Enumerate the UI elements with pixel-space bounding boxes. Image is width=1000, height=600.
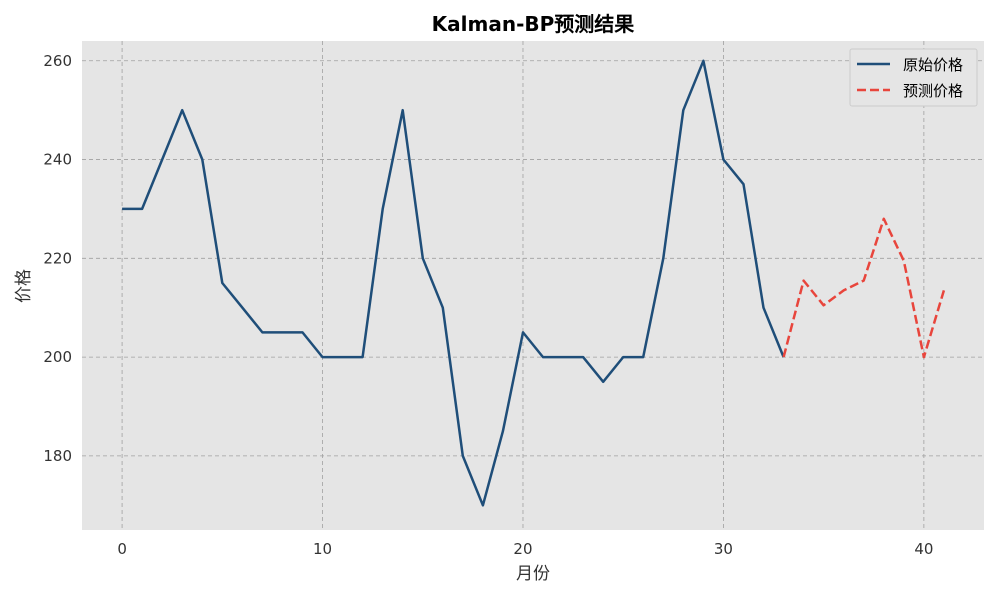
x-tick-label: 0 xyxy=(117,540,127,558)
chart-title: Kalman-BP预测结果 xyxy=(432,12,635,36)
legend: 原始价格 预测价格 xyxy=(849,48,978,107)
axis-ticks: 0 10 20 30 40 180 200 220 240 260 xyxy=(43,52,933,558)
series-line-original-price xyxy=(122,59,785,507)
y-tick-label: 260 xyxy=(43,52,72,70)
plot-background xyxy=(82,41,984,530)
y-tick-label: 240 xyxy=(43,151,72,169)
x-axis-label: 月份 xyxy=(516,564,550,584)
y-tick-label: 180 xyxy=(43,447,72,465)
x-tick-label: 40 xyxy=(914,540,933,558)
y-tick-label: 220 xyxy=(43,249,72,267)
series-layer xyxy=(122,59,946,507)
y-tick-label: 200 xyxy=(43,348,72,366)
x-tick-label: 20 xyxy=(513,540,532,558)
x-tick-label: 10 xyxy=(313,540,332,558)
y-axis-label: 价格 xyxy=(14,269,34,303)
legend-label-original-price: 原始价格 xyxy=(903,56,963,74)
x-tick-label: 30 xyxy=(714,540,733,558)
legend-label-predicted-price: 预测价格 xyxy=(903,82,963,100)
grid xyxy=(82,41,984,530)
series-line-predicted-price xyxy=(782,217,946,359)
